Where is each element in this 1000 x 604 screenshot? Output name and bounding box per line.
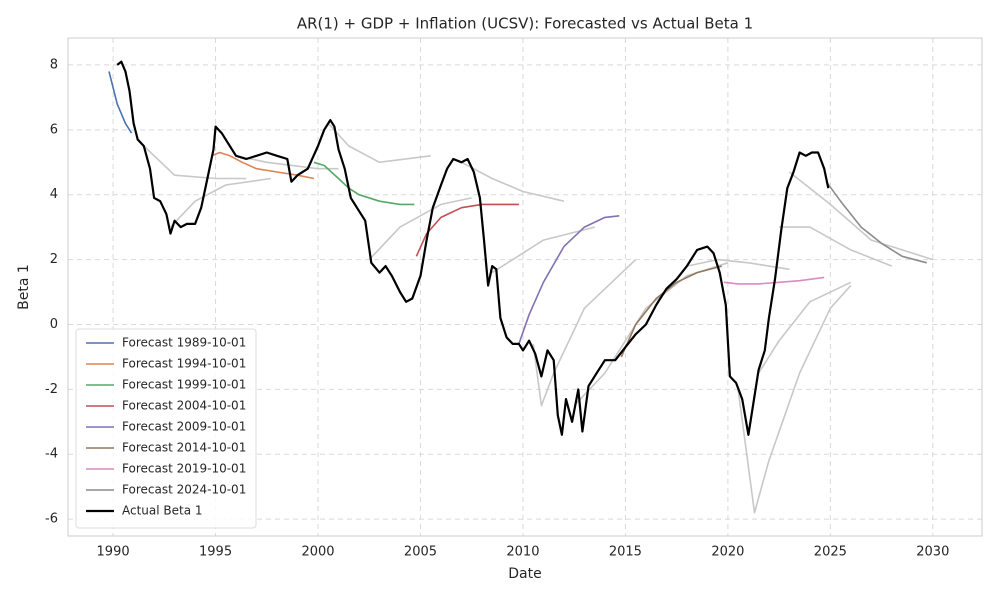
x-tick-label: 2025 [814, 545, 847, 560]
series-line [211, 151, 315, 180]
legend-label: Forecast 1999-10-01 [122, 378, 246, 392]
x-tick-label: 2010 [506, 545, 539, 560]
series-line [518, 215, 620, 345]
legend-label: Forecast 2019-10-01 [122, 462, 246, 476]
legend-label: Forecast 2014-10-01 [122, 441, 246, 455]
series-line [415, 203, 519, 257]
series-line [313, 161, 415, 206]
legend-label: Actual Beta 1 [122, 504, 203, 518]
series-line [825, 181, 927, 264]
series-line [143, 145, 247, 180]
series-line [108, 71, 133, 134]
series-line [788, 171, 934, 261]
x-tick-label: 1995 [199, 545, 232, 560]
x-axis-label: Date [508, 566, 541, 582]
x-tick-label: 2015 [609, 545, 642, 560]
series-line [757, 281, 852, 374]
x-tick-label: 2030 [916, 545, 949, 560]
x-tick-label: 2020 [711, 545, 744, 560]
x-tick-label: 1990 [97, 545, 130, 560]
x-tick-label: 2005 [404, 545, 437, 560]
legend-label: Forecast 2009-10-01 [122, 420, 246, 434]
legend-label: Forecast 2024-10-01 [122, 483, 246, 497]
y-tick-label: 6 [50, 122, 58, 137]
series-line [686, 258, 790, 271]
series-line [461, 161, 565, 202]
chart-title: AR(1) + GDP + Inflation (UCSV): Forecast… [297, 15, 753, 33]
series-line [737, 284, 852, 514]
series-line [169, 177, 272, 228]
series-line [723, 276, 825, 285]
series-line [532, 259, 637, 407]
y-tick-label: 4 [50, 187, 58, 202]
y-tick-label: -2 [45, 382, 58, 397]
y-tick-label: 0 [50, 317, 58, 332]
legend-label: Forecast 1994-10-01 [122, 357, 246, 371]
series-line [620, 265, 722, 358]
series-line [368, 197, 472, 261]
series-line [327, 122, 431, 164]
y-axis-label: Beta 1 [16, 264, 32, 310]
plot-frame [67, 37, 983, 537]
y-tick-label: -6 [45, 512, 58, 527]
y-tick-label: -4 [45, 447, 58, 462]
legend-label: Forecast 1989-10-01 [122, 336, 246, 350]
series-line [491, 226, 595, 274]
series-line [779, 226, 893, 267]
legend-box [75, 328, 257, 529]
y-tick-label: 2 [50, 252, 58, 267]
series-line [573, 262, 729, 407]
x-tick-label: 2000 [301, 545, 334, 560]
series-line [116, 60, 830, 436]
y-tick-label: 8 [50, 57, 58, 72]
legend-label: Forecast 2004-10-01 [122, 399, 246, 413]
